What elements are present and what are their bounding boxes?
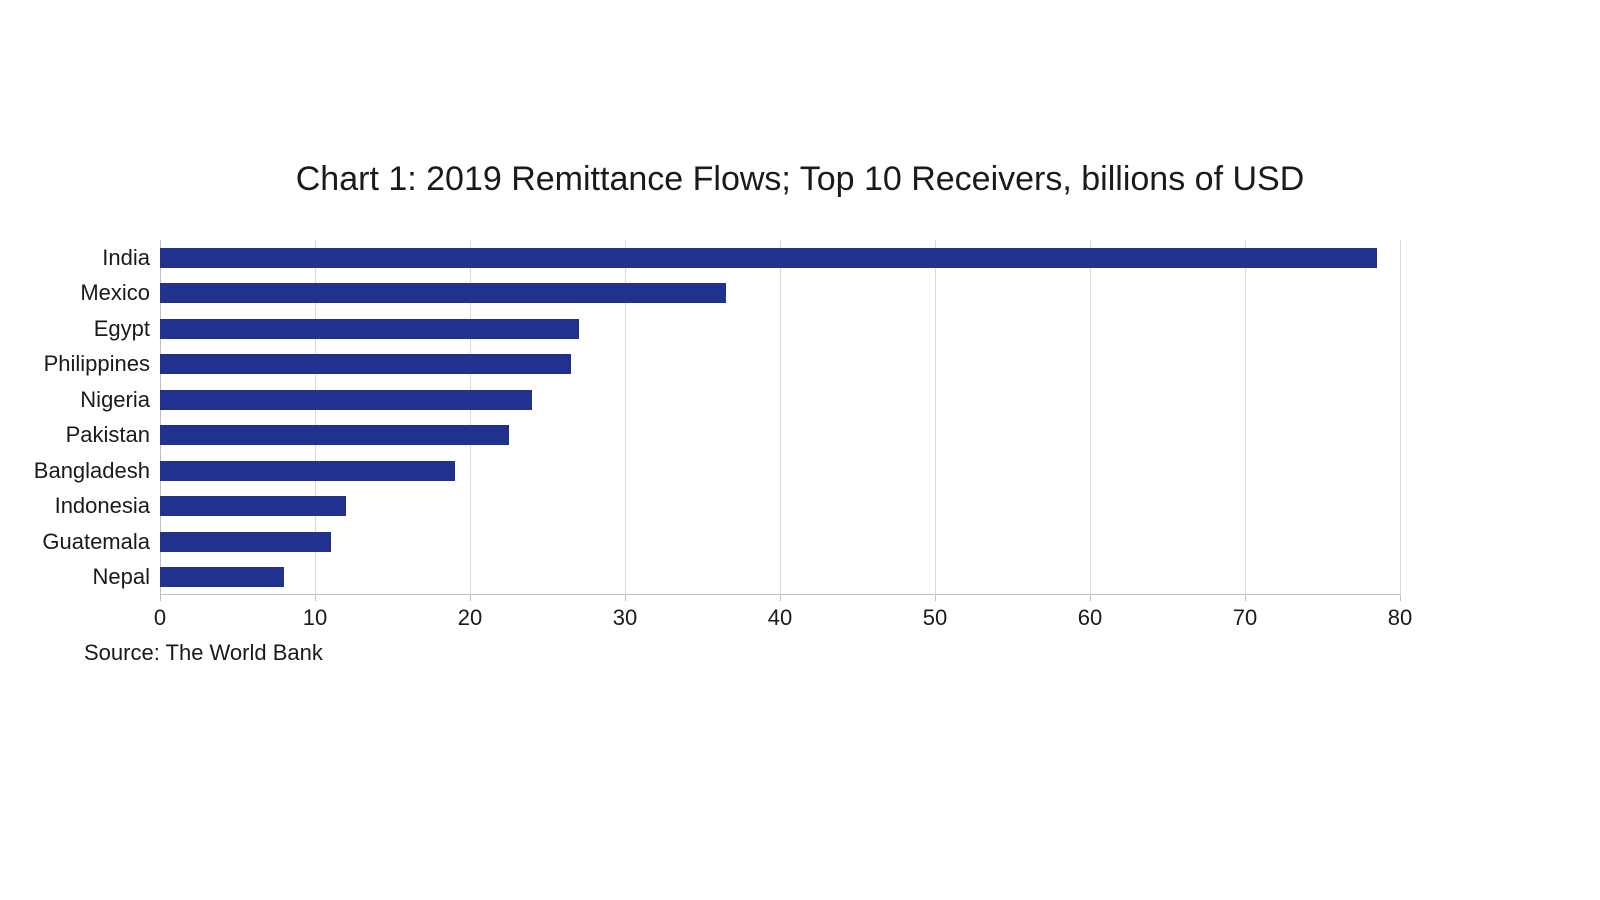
x-axis-tick-label: 80 [1388,605,1412,631]
bar [160,461,455,481]
y-axis-category-label: Bangladesh [0,461,150,481]
x-axis-tick-label: 60 [1078,605,1102,631]
bar [160,354,571,374]
bar [160,567,284,587]
source-note: Source: The World Bank [84,640,323,666]
y-axis-labels: India Mexico Egypt Philippines Nigeria Pakist… [0,240,160,595]
bar [160,248,1377,268]
y-axis-category-label: Guatemala [0,532,150,552]
y-axis-category-label: Indonesia [0,496,150,516]
chart-title: Chart 1: 2019 Remittance Flows; Top 10 R… [0,160,1600,199]
bar [160,390,532,410]
y-axis-category-label: Philippines [0,354,150,374]
x-axis-tick-label: 0 [154,605,166,631]
x-axis-tick-label: 50 [923,605,947,631]
gridline [780,240,781,595]
x-axis-tick-label: 10 [303,605,327,631]
bar [160,532,331,552]
y-axis-category-label: India [0,248,150,268]
gridline [935,240,936,595]
gridline [1400,240,1401,595]
x-axis-tick-label: 30 [613,605,637,631]
bar [160,283,726,303]
bar [160,425,509,445]
y-axis-category-label: Mexico [0,283,150,303]
gridline [1245,240,1246,595]
y-axis-category-label: Nigeria [0,390,150,410]
x-tick [1400,595,1401,601]
bar [160,496,346,516]
bar [160,319,579,339]
y-axis-category-label: Egypt [0,319,150,339]
x-axis-labels: 01020304050607080 [160,595,1400,635]
chart-container: Chart 1: 2019 Remittance Flows; Top 10 R… [0,0,1600,900]
plot-area [160,240,1400,595]
gridline [1090,240,1091,595]
x-axis-tick-label: 40 [768,605,792,631]
y-axis-category-label: Nepal [0,567,150,587]
x-axis-tick-label: 20 [458,605,482,631]
x-axis-tick-label: 70 [1233,605,1257,631]
y-axis-category-label: Pakistan [0,425,150,445]
